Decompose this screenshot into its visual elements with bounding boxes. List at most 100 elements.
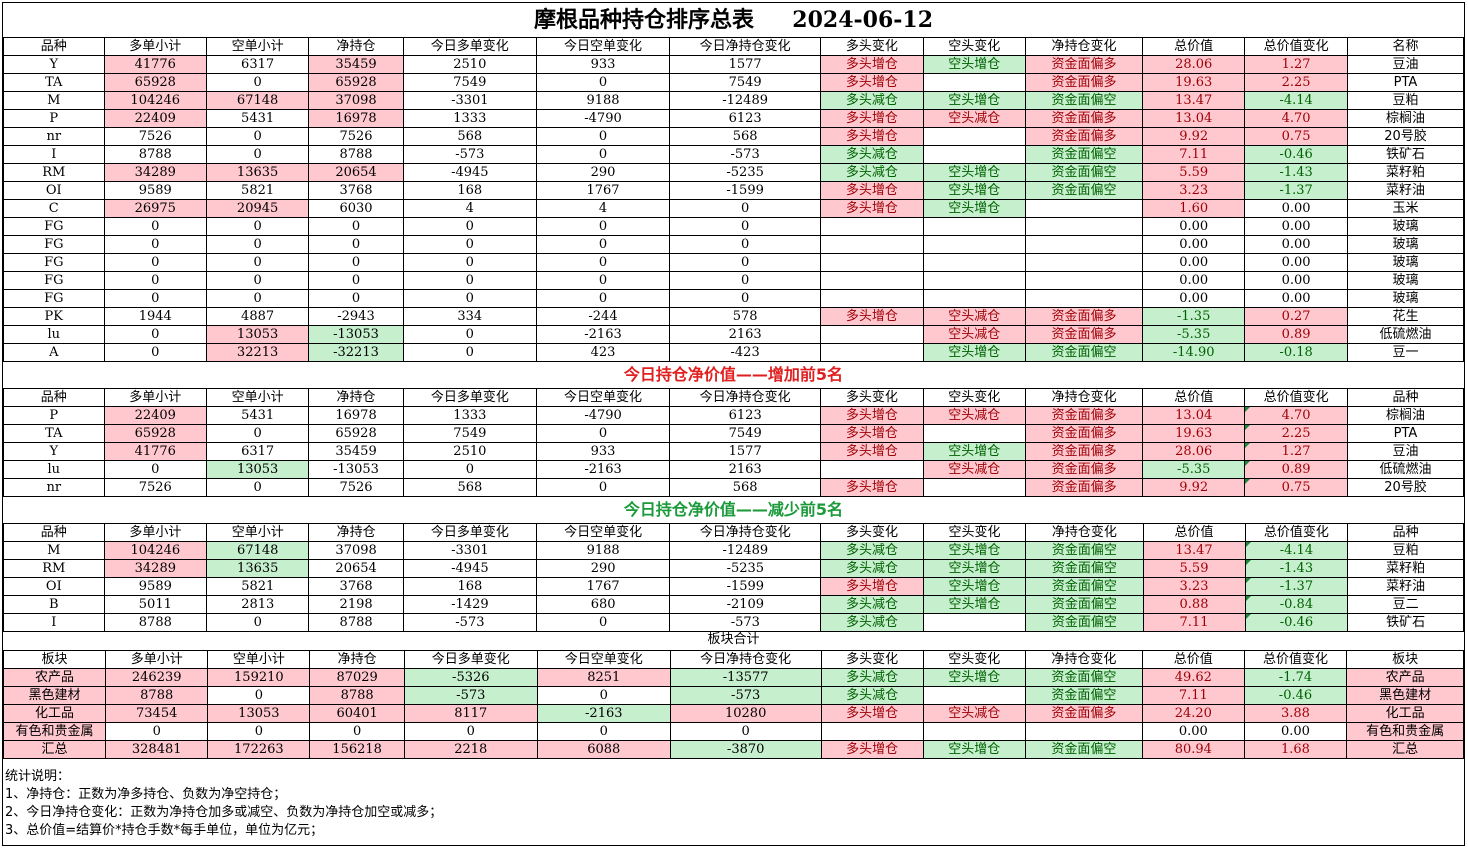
header-symbol: 品种 xyxy=(3,388,105,407)
header-net: 净持仓 xyxy=(308,388,404,407)
cell-long: 328481 xyxy=(105,740,209,759)
cell-net-chg: 1577 xyxy=(669,55,822,74)
cell-short-dir: 空头减仓 xyxy=(922,406,1026,425)
cell-net-chg: 10280 xyxy=(669,704,822,723)
cell-symbol: nr xyxy=(3,478,105,497)
cell-short-chg: 0 xyxy=(535,271,671,290)
cell-short-dir: 空头减仓 xyxy=(922,704,1026,723)
cell-symbol: RM xyxy=(3,163,105,182)
cell-value: 0.00 xyxy=(1142,271,1246,290)
cell-net: 37098 xyxy=(308,91,404,110)
cell-net: 87029 xyxy=(309,668,405,687)
cell-net-chg: 7549 xyxy=(669,73,822,92)
cell-long-chg: 0 xyxy=(402,460,537,479)
cell-long-dir: 多头减仓 xyxy=(820,91,924,110)
cell-long: 22409 xyxy=(103,406,207,425)
cell-long: 0 xyxy=(105,722,209,741)
header-row: 板块 多单小计 空单小计 净持仓 今日多单变化 今日空单变化 今日净持仓变化 多头变化 空头变化… xyxy=(2,650,1464,669)
cell-net-dir: 资金面偏空 xyxy=(1024,668,1143,687)
cell-short: 0 xyxy=(205,127,310,146)
cell-long-dir: 多头增仓 xyxy=(820,424,924,443)
cell-short-chg: 4 xyxy=(535,199,671,218)
header-short-dir: 空头变化 xyxy=(922,388,1026,407)
cell-net-dir: 资金面偏多 xyxy=(1024,325,1144,344)
cell-short-chg: 290 xyxy=(535,163,671,182)
cell-long-chg: -1429 xyxy=(402,595,538,614)
cell-net-chg: -1599 xyxy=(669,577,822,596)
cell-long-dir xyxy=(820,325,924,344)
header-net-dir: 净持仓变化 xyxy=(1025,523,1144,542)
cell-long-dir: 多头增仓 xyxy=(820,127,924,146)
header-net-dir: 净持仓变化 xyxy=(1024,388,1144,407)
cell-symbol: M xyxy=(3,91,105,110)
header-short: 空单小计 xyxy=(205,388,310,407)
header-short-chg: 今日空单变化 xyxy=(535,37,671,56)
header-row: 品种 多单小计 空单小计 净持仓 今日多单变化 今日空单变化 今日净持仓变化 多头变化 空头变化… xyxy=(3,523,1464,542)
cell-long: 41776 xyxy=(103,55,207,74)
header-net-chg: 今日净持仓变化 xyxy=(669,388,822,407)
table-row: B 5011 2813 2198 -1429 680 -2109 多头减仓 空头增仓 资金面偏空 0… xyxy=(3,595,1464,614)
cell-net-chg: -573 xyxy=(669,613,822,632)
cell-value: 28.06 xyxy=(1142,442,1246,461)
cell-short-dir: 空头减仓 xyxy=(922,460,1026,479)
cell-net: 37098 xyxy=(308,541,404,560)
cell-short-dir: 空头增仓 xyxy=(922,343,1026,362)
cell-long-chg: 2510 xyxy=(402,55,537,74)
header-long-dir: 多头变化 xyxy=(820,37,924,56)
cell-long-dir: 多头增仓 xyxy=(820,704,924,723)
cell-net-dir: 资金面偏多 xyxy=(1024,424,1144,443)
cell-net: 0 xyxy=(308,235,404,254)
notes-line: 2、今日净持仓变化：正数为净持仓加多或减空、负数为净持仓加空或减多； xyxy=(5,805,443,820)
cell-short: 0 xyxy=(205,289,310,308)
cell-net: 60401 xyxy=(309,704,405,723)
table-row: nr 7526 0 7526 568 0 568 多头增仓 资金面偏多 9.92 0.75 20号胶 xyxy=(3,127,1465,146)
cell-net-dir: 资金面偏空 xyxy=(1024,740,1143,759)
header-net-chg: 今日净持仓变化 xyxy=(669,523,822,542)
cell-value-chg: 0.75 xyxy=(1244,478,1348,497)
cell-long: 0 xyxy=(103,343,207,362)
cell-value-chg: -1.43 xyxy=(1244,163,1348,182)
cell-net-dir: 资金面偏多 xyxy=(1024,704,1143,723)
cell-long-chg: 7549 xyxy=(402,424,537,443)
cell-short: 5431 xyxy=(205,109,310,128)
cell-net-dir: 资金面偏多 xyxy=(1024,442,1144,461)
cell-short-dir: 空头增仓 xyxy=(922,559,1027,578)
cell-net-chg: 0 xyxy=(669,289,822,308)
cell-symbol: FG xyxy=(3,289,105,308)
table-row: P 22409 5431 16978 1333 -4790 6123 多头增仓 空头减仓 资金面偏… xyxy=(3,109,1465,128)
cell-net: 6030 xyxy=(308,199,404,218)
cell-net-chg: 1577 xyxy=(669,442,822,461)
cell-short: 6317 xyxy=(205,55,310,74)
cell-value-chg: -0.46 xyxy=(1244,613,1349,632)
cell-short-chg: 933 xyxy=(535,442,671,461)
table-row: FG 0 0 0 0 0 0 0.00 0.00 玻璃 xyxy=(3,217,1465,236)
cell-value: 3.23 xyxy=(1142,577,1246,596)
cell-long: 26975 xyxy=(103,199,207,218)
table-row: FG 0 0 0 0 0 0 0.00 0.00 玻璃 xyxy=(3,271,1465,290)
cell-long-chg: -5326 xyxy=(403,668,538,687)
cell-name: 玻璃 xyxy=(1346,253,1465,272)
cell-long-dir: 多头增仓 xyxy=(820,740,924,759)
cell-net: 2198 xyxy=(308,595,404,614)
cell-net-dir: 资金面偏空 xyxy=(1025,541,1144,560)
cell-name: 黑色建材 xyxy=(1346,686,1464,705)
cell-net-dir: 资金面偏多 xyxy=(1024,55,1144,74)
increase-top5-table: 品种 多单小计 空单小计 净持仓 今日多单变化 今日空单变化 今日净持仓变化 多头变化 空头变化… xyxy=(3,388,1465,497)
cell-short-chg: 680 xyxy=(536,595,671,614)
cell-long-dir: 多头增仓 xyxy=(820,199,924,218)
cell-short-dir: 空头减仓 xyxy=(922,307,1026,326)
cell-long-chg: 334 xyxy=(402,307,537,326)
header-long-chg: 今日多单变化 xyxy=(403,650,538,669)
cell-long-dir: 多头减仓 xyxy=(820,145,924,164)
cell-short-dir: 空头增仓 xyxy=(922,163,1026,182)
cell-net-chg: -573 xyxy=(669,145,822,164)
cell-net-chg: -12489 xyxy=(669,541,822,560)
header-long-chg: 今日多单变化 xyxy=(402,523,538,542)
table-row: M 104246 67148 37098 -3301 9188 -12489 多头减仓 空头增仓… xyxy=(3,541,1464,560)
table-row: FG 0 0 0 0 0 0 0.00 0.00 玻璃 xyxy=(3,235,1465,254)
cell-long: 8788 xyxy=(103,613,208,632)
cell-long-chg: 2218 xyxy=(403,740,538,759)
cell-short-dir xyxy=(922,145,1026,164)
cell-long-chg: 168 xyxy=(402,181,537,200)
cell-value: 7.11 xyxy=(1142,145,1246,164)
